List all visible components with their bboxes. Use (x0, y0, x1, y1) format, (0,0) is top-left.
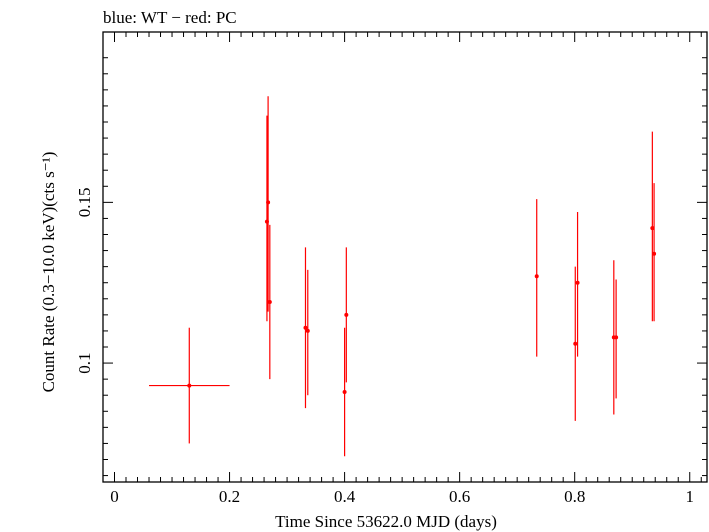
data-point (267, 300, 272, 304)
x-tick-label: 0.8 (564, 487, 585, 506)
plot-frame (102, 31, 708, 483)
data-point (187, 383, 192, 388)
data-point (342, 390, 347, 394)
data-point-group (303, 247, 308, 409)
x-tick-label: 0 (110, 487, 119, 506)
x-tick-label: 0.6 (449, 487, 470, 506)
data-point-group (342, 327, 347, 457)
y-tick-label: 0.1 (75, 352, 94, 373)
data-point (303, 325, 308, 330)
data-point (575, 280, 580, 285)
data-points (149, 96, 657, 457)
data-point-group (149, 327, 230, 444)
x-tick-label: 0.2 (219, 487, 240, 506)
data-point (650, 226, 655, 231)
data-point-group (650, 131, 655, 322)
data-point-group (614, 279, 619, 399)
chart-title: blue: WT − red: PC (103, 8, 237, 27)
x-tick-label: 0.4 (334, 487, 356, 506)
data-point (305, 328, 310, 333)
data-point (534, 274, 539, 279)
data-point-group (575, 212, 580, 357)
data-point-group (266, 96, 271, 312)
data-point (573, 341, 578, 346)
data-point-group (573, 266, 578, 421)
x-axis-label: Time Since 53622.0 MJD (days) (275, 512, 497, 531)
data-point-group (344, 247, 349, 383)
data-point-group (652, 183, 657, 322)
plot-axes: 0 0.2 0.4 0.6 0.8 1 0.1 0.15 (75, 31, 708, 506)
y-tick-label: 0.15 (75, 187, 94, 217)
x-tick-label: 1 (685, 487, 694, 506)
y-axis-label: Count Rate (0.3−10.0 keV)(cts s⁻¹) (39, 152, 58, 393)
data-point (266, 200, 271, 205)
data-point (652, 251, 657, 256)
data-point (344, 312, 349, 317)
data-point-group (534, 199, 539, 357)
data-point-group (267, 224, 272, 380)
data-point (614, 335, 619, 340)
data-point-group (305, 269, 310, 396)
